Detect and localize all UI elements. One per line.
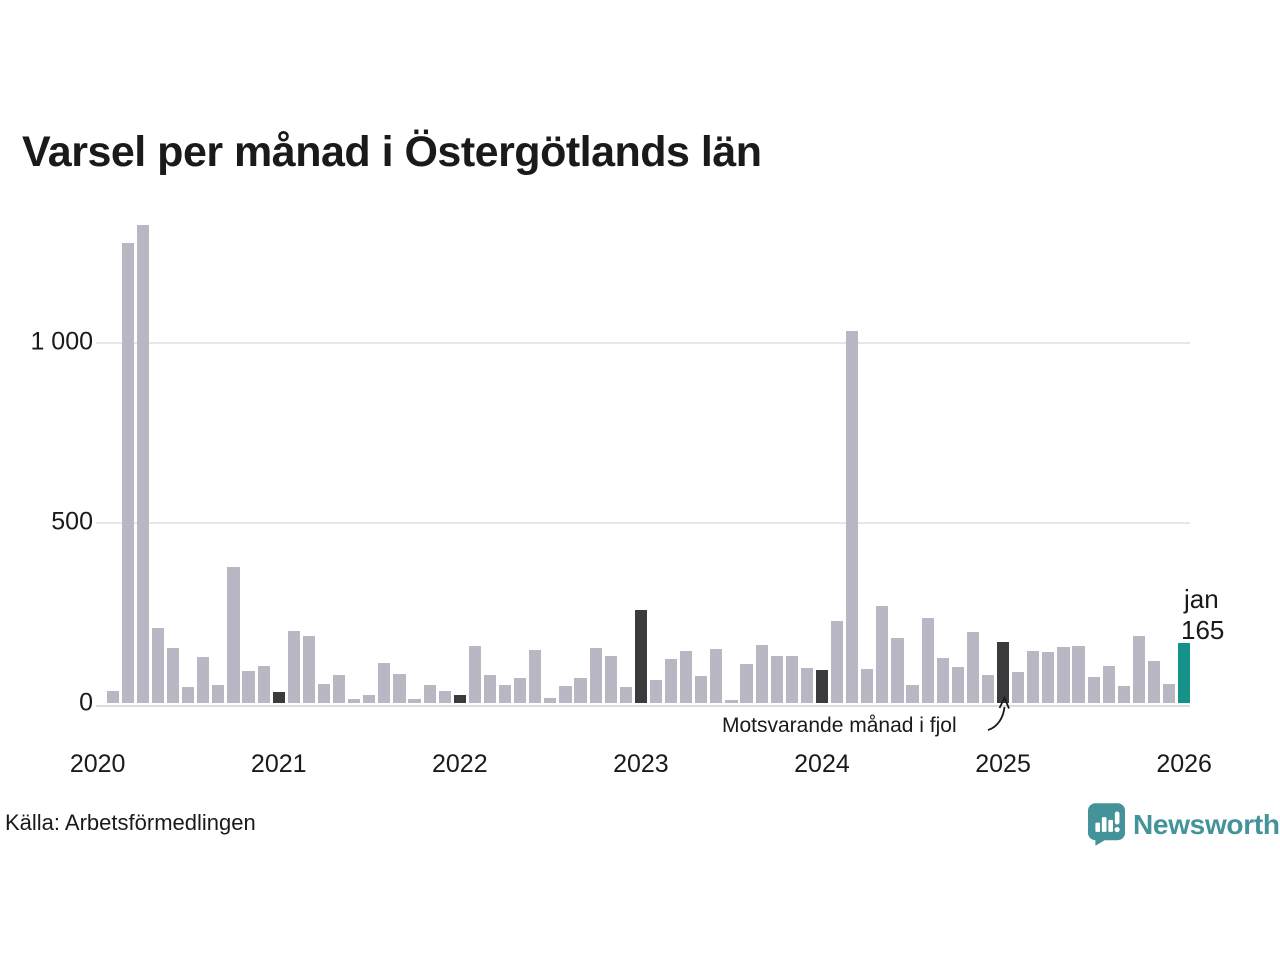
bar-2025-07: [1087, 676, 1100, 703]
bar-2025-09: [1117, 685, 1130, 703]
bar-2023-06: [710, 648, 723, 703]
bar-2024-11: [966, 632, 979, 703]
bar-2021-06: [348, 699, 361, 703]
bar-2021-01: [272, 691, 285, 703]
gridline-500: [96, 522, 1190, 524]
bar-2024-05: [876, 606, 889, 703]
bar-2022-08: [559, 685, 572, 703]
bar-2022-11: [604, 656, 617, 703]
newsworthy-logo-text: Newsworthy: [1133, 808, 1280, 840]
x-tick-label-2024: 2024: [794, 750, 850, 778]
bar-2024-02: [830, 621, 844, 703]
x-tick-label-2023: 2023: [613, 750, 669, 778]
bar-2024-09: [936, 657, 949, 703]
bar-2022-03: [483, 674, 497, 703]
bar-2022-05: [514, 678, 527, 703]
bar-2020-03: [121, 242, 134, 703]
bar-2020-08: [197, 657, 210, 703]
callout-month: jan: [1184, 584, 1219, 614]
bar-2024-01: [815, 670, 829, 703]
bar-2020-06: [167, 648, 180, 703]
bar-2024-07: [906, 684, 919, 703]
bar-2022-06: [529, 650, 542, 703]
bar-2021-04: [317, 684, 331, 703]
bar-2021-03: [302, 635, 315, 703]
bar-2022-12: [619, 687, 632, 703]
bar-2021-08: [378, 662, 391, 703]
bar-2021-10: [408, 699, 421, 703]
bar-2024-06: [891, 638, 904, 703]
gridline-1000: [96, 341, 1190, 344]
bar-2020-09: [212, 684, 225, 703]
bar-2025-02: [1012, 672, 1025, 703]
bar-2021-07: [363, 694, 376, 703]
x-tick-label-2025: 2025: [975, 750, 1031, 778]
bar-2023-05: [695, 675, 708, 703]
bar-2023-10: [770, 656, 783, 703]
bar-2026-01: [1178, 643, 1191, 703]
bar-2021-02: [287, 631, 300, 703]
bar-2020-04: [136, 224, 150, 703]
bar-2022-09: [574, 678, 587, 703]
bar-2020-07: [182, 686, 195, 703]
bar-2021-09: [393, 674, 406, 703]
highlight-value-callout: jan 165: [1181, 584, 1224, 646]
bar-2024-03: [846, 331, 859, 703]
x-tick-label-2021: 2021: [250, 750, 307, 778]
bar-2023-11: [785, 656, 798, 703]
bar-2025-06: [1072, 645, 1085, 703]
bar-2025-04: [1042, 651, 1055, 703]
y-tick-label-1000: 1 000: [30, 326, 93, 355]
x-tick-label-2020: 2020: [69, 750, 126, 778]
bar-2020-12: [257, 665, 270, 703]
bar-2025-05: [1057, 647, 1070, 703]
bar-2023-01: [634, 609, 647, 703]
newsworthy-logo-link[interactable]: Newsworthy: [1088, 803, 1280, 846]
bar-2022-07: [544, 697, 557, 703]
bar-2021-05: [333, 675, 346, 703]
bar-2021-12: [438, 690, 451, 703]
y-tick-label-500: 500: [51, 507, 93, 536]
source-caption: Källa: Arbetsförmedlingen: [5, 810, 256, 835]
x-axis-line: [96, 705, 1190, 707]
plot-area: [105, 216, 1195, 703]
bar-2023-03: [664, 659, 678, 703]
bar-2023-08: [740, 664, 753, 703]
bar-2020-05: [151, 627, 165, 703]
bar-2024-08: [921, 618, 934, 703]
bar-2020-02: [106, 690, 119, 703]
chart-title: Varsel per månad i Östergötlands län: [22, 128, 762, 176]
x-tick-label-2026: 2026: [1156, 750, 1212, 778]
y-tick-label-0: 0: [79, 687, 93, 716]
bar-2023-09: [755, 644, 768, 703]
newsworthy-logo-icon: [1088, 803, 1125, 846]
bar-2022-04: [498, 684, 512, 703]
bar-2024-04: [861, 669, 874, 703]
bar-2022-10: [589, 647, 602, 703]
bar-2022-01: [453, 695, 466, 703]
bar-2021-11: [423, 684, 436, 703]
bar-2025-10: [1132, 636, 1145, 703]
callout-value: 165: [1181, 615, 1225, 645]
bar-2025-11: [1147, 660, 1161, 703]
last-year-annotation: Motsvarande månad i fjol: [722, 714, 957, 737]
bar-2025-08: [1102, 665, 1115, 703]
bar-2023-02: [649, 679, 663, 703]
bar-2023-04: [680, 651, 693, 703]
bar-2023-12: [800, 668, 813, 703]
bar-2023-07: [725, 700, 738, 703]
bar-2020-10: [227, 567, 240, 703]
bar-2025-12: [1162, 683, 1176, 703]
bar-2020-11: [242, 670, 255, 703]
bar-2025-03: [1027, 650, 1040, 703]
bar-2025-01: [996, 642, 1010, 703]
bar-2022-02: [468, 645, 481, 703]
bar-2024-12: [981, 674, 995, 703]
x-tick-label-2022: 2022: [432, 750, 488, 778]
bar-2024-10: [951, 666, 964, 703]
